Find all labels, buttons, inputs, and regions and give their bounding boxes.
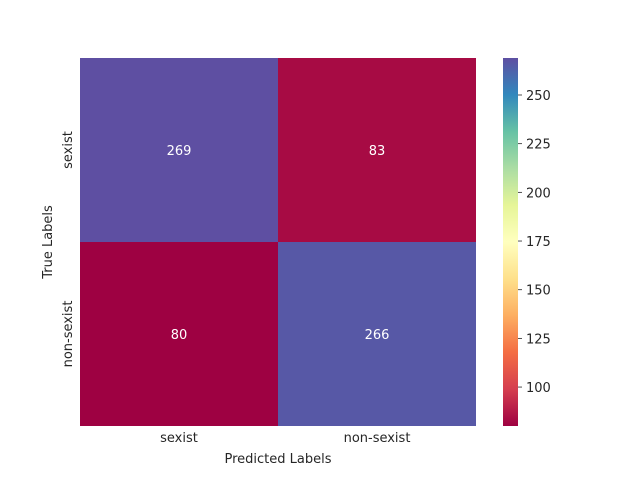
y-axis-ticks: sexist non-sexist: [61, 131, 76, 367]
x-tick-label: non-sexist: [344, 431, 411, 446]
colorbar-tick-label: 250: [526, 89, 551, 104]
colorbar: [503, 58, 518, 426]
heatmap-cells: 269 83 80 266: [80, 58, 476, 426]
x-axis-label: Predicted Labels: [224, 452, 331, 467]
colorbar-tick-label: 225: [526, 138, 551, 153]
colorbar-tick-label: 100: [526, 381, 551, 396]
colorbar-ticks: 100 125 150 175 200 225 250: [518, 89, 551, 396]
colorbar-tick-label: 125: [526, 332, 551, 347]
y-tick-label: non-sexist: [61, 301, 76, 368]
colorbar-tick-label: 200: [526, 186, 551, 201]
heatmap-cell: [278, 58, 476, 242]
heatmap-cell: [80, 242, 278, 426]
y-axis-label: True Labels: [41, 205, 56, 280]
cell-value-label: 269: [167, 144, 192, 159]
cell-value-label: 80: [171, 328, 188, 343]
x-tick-label: sexist: [160, 431, 198, 446]
cell-value-label: 83: [369, 144, 386, 159]
colorbar-tick-label: 150: [526, 284, 551, 299]
x-axis-ticks: sexist non-sexist: [160, 431, 410, 446]
y-tick-label: sexist: [61, 131, 76, 169]
cell-value-label: 266: [365, 328, 390, 343]
heatmap-cell: [80, 58, 278, 242]
colorbar-tick-label: 175: [526, 235, 551, 250]
heatmap-cell: [278, 242, 476, 426]
